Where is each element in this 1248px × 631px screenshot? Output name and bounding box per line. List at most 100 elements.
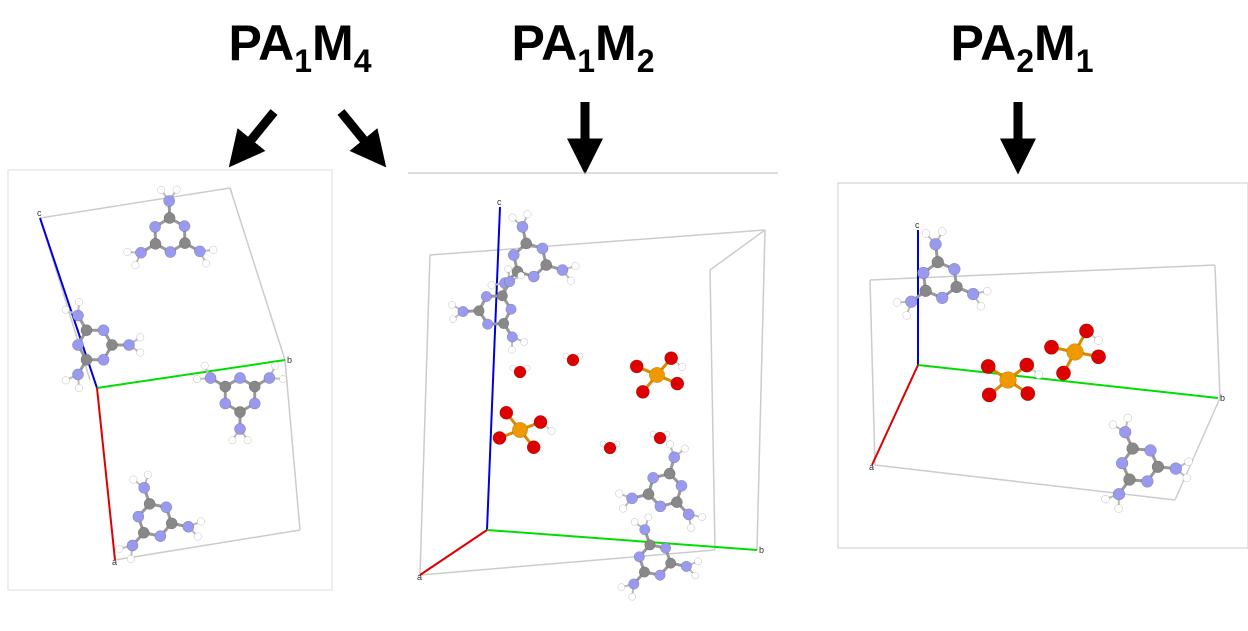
atom (1000, 372, 1017, 389)
atom (133, 511, 144, 522)
atom (249, 398, 260, 409)
atom (123, 339, 134, 350)
atom (202, 260, 209, 267)
atom (72, 339, 83, 350)
title-part: PA (951, 15, 1017, 71)
atom (197, 518, 204, 525)
atom (166, 518, 177, 529)
atom (1094, 336, 1102, 344)
atom (1021, 386, 1035, 400)
panel-frame (838, 183, 1248, 548)
atom (505, 265, 512, 272)
atom (150, 238, 161, 249)
atom (1124, 474, 1136, 486)
atom (557, 264, 568, 275)
axis-label: b (287, 355, 292, 365)
axis-label: a (417, 572, 422, 582)
atom (155, 531, 166, 542)
atom (572, 262, 579, 269)
atom (903, 311, 911, 319)
title-sub: 1 (294, 43, 312, 79)
arrow (243, 112, 274, 150)
atom (497, 291, 508, 302)
atom (1145, 444, 1157, 456)
atom (893, 298, 901, 306)
atom (629, 593, 636, 600)
atom (234, 372, 245, 383)
atom (1152, 461, 1164, 473)
atom (220, 398, 231, 409)
atom (514, 366, 526, 378)
atom (932, 256, 944, 268)
atom (938, 228, 946, 236)
atom (687, 524, 694, 531)
panel-title: PA1M2 (512, 15, 655, 79)
atom (671, 377, 684, 390)
atom (648, 472, 659, 483)
atom (234, 406, 245, 417)
atom (567, 354, 579, 366)
atom (1183, 474, 1191, 482)
title-sub: 4 (354, 43, 372, 79)
atom (1184, 458, 1192, 466)
atom (500, 406, 513, 419)
atom (665, 558, 676, 569)
atom (165, 246, 176, 257)
atom (534, 415, 547, 428)
atom (127, 540, 138, 551)
atom (507, 332, 518, 343)
atom (676, 480, 687, 491)
atom (517, 221, 528, 232)
atom (681, 561, 692, 572)
atom (1141, 475, 1153, 487)
atom (643, 489, 654, 500)
atom (449, 316, 456, 323)
atom (616, 490, 623, 497)
atom (279, 375, 286, 382)
arrows (243, 102, 1018, 152)
atom (678, 363, 685, 370)
atom (136, 334, 143, 341)
atom (506, 304, 517, 315)
atom (977, 302, 985, 310)
atom (81, 325, 92, 336)
atom (498, 318, 509, 329)
axis-label: b (759, 545, 764, 555)
atom (920, 285, 932, 297)
line (420, 530, 487, 575)
atom (72, 310, 83, 321)
atom (930, 238, 942, 250)
atom (1079, 324, 1093, 338)
atom (179, 238, 190, 249)
atom (618, 584, 625, 591)
atom (138, 527, 149, 538)
atom (936, 292, 948, 304)
atom (449, 301, 456, 308)
atom (698, 513, 705, 520)
atom (183, 521, 194, 532)
atom (692, 572, 699, 579)
atom (130, 476, 137, 483)
atom (1056, 366, 1070, 380)
line (710, 230, 765, 270)
line (487, 530, 757, 550)
axis-label: a (112, 557, 117, 567)
atom (664, 468, 675, 479)
atom (194, 246, 205, 257)
atom (1101, 495, 1109, 503)
atom (106, 339, 117, 350)
atom (655, 570, 666, 581)
atom (645, 514, 652, 521)
atom (161, 502, 172, 513)
atom (567, 277, 574, 284)
atom (636, 385, 649, 398)
atom (509, 214, 516, 221)
atom (640, 524, 651, 535)
atom (1127, 443, 1139, 455)
axis-label: a (869, 462, 874, 472)
line (487, 207, 500, 530)
atom (244, 436, 251, 443)
atom (1020, 358, 1034, 372)
panel-title: PA1M4 (229, 15, 372, 79)
atom (917, 267, 929, 279)
